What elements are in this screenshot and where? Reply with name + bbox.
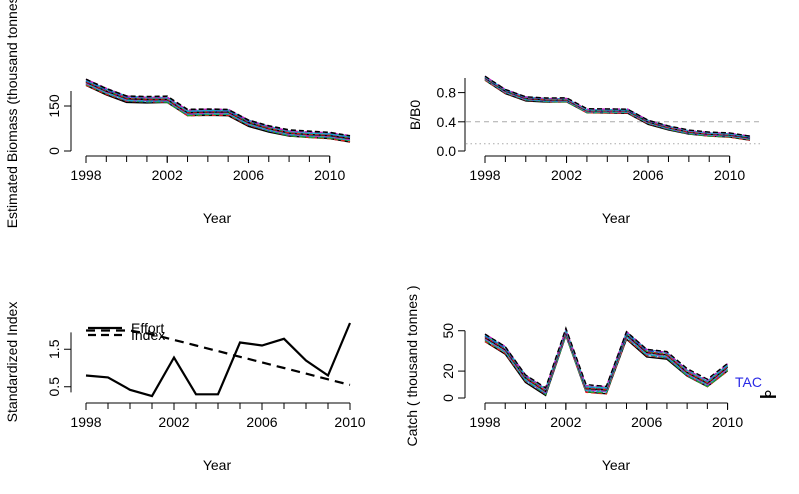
depletion-ensemble-line [484, 75, 751, 137]
index-series-lines [85, 322, 352, 398]
depletion-x-tick-label: 2002 [551, 167, 582, 183]
biomass-ensemble-line [85, 78, 351, 137]
depletion-ensemble-line [484, 76, 751, 138]
depletion-y-tick-label: 0.8 [437, 85, 457, 101]
biomass-x-tick-label: 2002 [152, 167, 183, 183]
catch-y-tick-label: 50 [440, 323, 456, 339]
catch-ensemble-line [484, 327, 729, 390]
catch-x-tick-label: 2006 [631, 414, 662, 430]
catch-ensemble-line [484, 330, 729, 393]
depletion-ensemble-line [484, 76, 751, 138]
depletion-ensemble-line [484, 76, 751, 138]
depletion-ensemble-line [484, 77, 751, 139]
biomass-y-tick-label: 0 [46, 147, 62, 155]
biomass-y-label: Estimated Biomass (thousand tonnes) [4, 0, 20, 228]
biomass-y-axis: 0 150 [46, 91, 72, 155]
catch-y-label: Catch ( thousand tonnes ) [404, 285, 420, 446]
depletion-ensemble-line [484, 77, 751, 139]
biomass-x-tick-label: 2010 [314, 167, 345, 183]
depletion-panel: 1998 2002 2006 2010 0.0 0.4 0.8 Year B/B0 [407, 75, 762, 226]
index-x-tick-label: 2010 [334, 414, 365, 430]
catch-ensemble-line [484, 327, 729, 391]
index-x-label: Year [203, 457, 232, 473]
depletion-ensemble-line [484, 77, 751, 139]
index-series-effort-line [85, 322, 352, 398]
index-x-tick-label: 2006 [246, 414, 277, 430]
tac-annotation: TAC [735, 374, 762, 390]
biomass-ensemble-lines [85, 78, 351, 143]
depletion-y-tick-label: 0.0 [437, 143, 457, 159]
catch-ensemble-line [484, 329, 729, 393]
depletion-x-axis: 1998 2002 2006 2010 [469, 155, 745, 183]
depletion-ensemble-line [484, 75, 751, 137]
tac-marker [760, 390, 776, 398]
index-panel: Effort Index 1998 2002 2006 2010 0.5 1.5 Yea… [4, 302, 366, 473]
index-series-index-line [86, 329, 351, 386]
depletion-ensemble-lines [484, 75, 751, 141]
index-y-tick-label: 1.5 [46, 339, 62, 359]
biomass-ensemble-line [85, 79, 351, 138]
catch-ensemble-line [484, 329, 729, 392]
index-y-axis: 0.5 1.5 [46, 332, 72, 397]
biomass-ensemble-line [85, 84, 351, 143]
catch-panel: 1998 2002 2006 2010 0 20 50 TAC Year Catch ( … [404, 285, 776, 473]
catch-y-tick-label: 0 [440, 394, 456, 402]
catch-ensemble-line [484, 331, 729, 394]
catch-ensemble-line [484, 326, 729, 389]
depletion-reference-lines [466, 121, 762, 145]
depletion-x-tick-label: 2006 [632, 167, 663, 183]
index-x-tick-label: 1998 [70, 414, 101, 430]
legend-index-label: Index [131, 327, 165, 343]
catch-ensemble-line [484, 328, 729, 392]
index-y-tick-label: 0.5 [46, 377, 62, 397]
biomass-ensemble-line [85, 78, 351, 137]
index-x-tick-label: 2002 [158, 414, 189, 430]
catch-ensemble-lines [484, 326, 729, 397]
biomass-x-label: Year [203, 210, 232, 226]
biomass-x-tick-label: 2006 [233, 167, 264, 183]
biomass-y-tick-label: 150 [46, 94, 62, 118]
depletion-x-tick-label: 2010 [714, 167, 745, 183]
biomass-panel: 1998 2002 2006 2010 0 150 Year Estimated Bio… [4, 0, 351, 228]
depletion-y-label: B/B0 [407, 100, 423, 131]
catch-ensemble-line [484, 327, 729, 390]
catch-x-tick-label: 1998 [469, 414, 500, 430]
catch-x-tick-label: 2002 [550, 414, 581, 430]
catch-ensemble-line [484, 331, 729, 394]
depletion-x-tick-label: 1998 [469, 167, 500, 183]
depletion-x-label: Year [602, 210, 631, 226]
catch-x-label: Year [602, 457, 631, 473]
catch-x-tick-label: 2010 [712, 414, 743, 430]
catch-y-tick-label: 20 [440, 363, 456, 379]
depletion-y-axis: 0.0 0.4 0.8 [437, 78, 466, 159]
tac-marker-point [764, 390, 772, 397]
depletion-y-tick-label: 0.4 [437, 114, 457, 130]
legend-effort-label: Effort [131, 320, 164, 336]
biomass-x-tick-label: 1998 [70, 167, 101, 183]
index-y-label: Standardized Index [4, 302, 20, 423]
catch-x-axis: 1998 2002 2006 2010 [469, 402, 743, 430]
index-legend: Effort Index [88, 320, 165, 343]
biomass-x-axis: 1998 2002 2006 2010 [70, 155, 345, 183]
catch-y-axis: 0 20 50 [440, 323, 466, 402]
index-x-axis: 1998 2002 2006 2010 [70, 402, 366, 430]
